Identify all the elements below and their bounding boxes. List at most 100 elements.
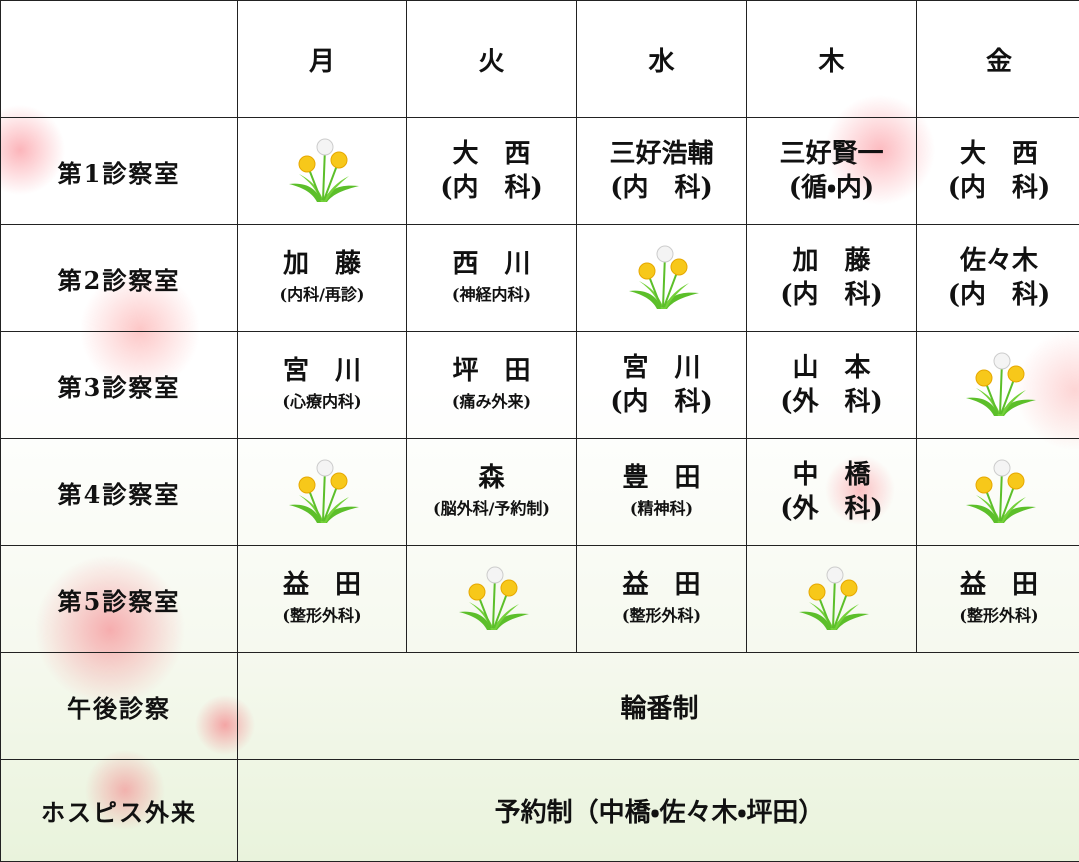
day-cell: 火 [407, 1, 577, 118]
doctor-name: 森 [407, 461, 576, 495]
department: (内 科) [747, 278, 916, 312]
department: (脳外科/予約制) [407, 495, 576, 523]
doctor-cell: 坪 田(痛み外来) [407, 332, 577, 439]
room-label: 第2診察室 [58, 266, 181, 295]
doctor-cell: 山 本(外 科) [747, 332, 917, 439]
day-label: 金 [986, 47, 1012, 77]
flower-icon [447, 562, 537, 632]
room-row: 第1診察室大 西(内 科)三好浩輔(内 科)三好賢一(循・内)大 西(内 科) [1, 118, 1079, 225]
hospice-row: ホスピス外来 予約制（中橋・佐々木・坪田） [1, 760, 1079, 862]
flower-icon [277, 455, 367, 525]
doctor-cell: 加 藤(内科/再診) [238, 225, 407, 332]
department: (循・内) [747, 171, 916, 205]
flower-icon [954, 348, 1044, 418]
department: (内 科) [917, 171, 1079, 205]
room-row: 第4診察室 森(脳外科/予約制)豊 田(精神科)中 橋(外 科) [1, 439, 1079, 546]
header-row: 月火水木金 [1, 1, 1079, 118]
doctor-cell: 大 西(内 科) [917, 118, 1079, 225]
room-row: 第2診察室加 藤(内科/再診)西 川(神経内科)加 藤(内 科)佐々木(内 科) [1, 225, 1079, 332]
doctor-name: 中 橋 [747, 458, 916, 492]
day-label: 木 [818, 47, 844, 77]
department: (精神科) [577, 495, 746, 523]
doctor-cell [577, 225, 747, 332]
department: (内 科) [917, 278, 1079, 312]
doctor-cell: 豊 田(精神科) [577, 439, 747, 546]
day-label: 水 [648, 47, 674, 77]
room-cell: 第5診察室 [1, 546, 238, 653]
afternoon-row: 午後診察 輪番制 [1, 653, 1079, 760]
room-label: 第1診察室 [58, 159, 181, 188]
room-row: 第5診察室益 田(整形外科)益 田(整形外科)益 田(整形外科) [1, 546, 1079, 653]
doctor-cell: 中 橋(外 科) [747, 439, 917, 546]
doctor-cell [917, 332, 1079, 439]
doctor-cell: 三好賢一(循・内) [747, 118, 917, 225]
room-label: 第4診察室 [58, 480, 181, 509]
row-label-cell: 午後診察 [1, 653, 238, 760]
doctor-cell: 森(脳外科/予約制) [407, 439, 577, 546]
room-cell: 第2診察室 [1, 225, 238, 332]
department: (内 科) [577, 385, 746, 419]
doctor-name: 益 田 [238, 568, 406, 602]
doctor-cell: 三好浩輔(内 科) [577, 118, 747, 225]
hospice-value: 予約制（中橋・佐々木・坪田） [495, 798, 825, 828]
doctor-cell: 益 田(整形外科) [917, 546, 1079, 653]
doctor-name: 益 田 [917, 568, 1079, 602]
department: (内 科) [407, 171, 576, 205]
room-row: 第3診察室宮 川(心療内科)坪 田(痛み外来)宮 川(内 科)山 本(外 科) [1, 332, 1079, 439]
doctor-name: 三好浩輔 [577, 137, 746, 171]
room-cell: 第3診察室 [1, 332, 238, 439]
room-cell: 第4診察室 [1, 439, 238, 546]
doctor-cell: 宮 川(心療内科) [238, 332, 407, 439]
flower-icon [954, 455, 1044, 525]
day-cell: 木 [747, 1, 917, 118]
doctor-cell: 益 田(整形外科) [577, 546, 747, 653]
doctor-name: 益 田 [577, 568, 746, 602]
day-cell: 金 [917, 1, 1079, 118]
doctor-cell: 西 川(神経内科) [407, 225, 577, 332]
doctor-cell: 宮 川(内 科) [577, 332, 747, 439]
day-cell: 水 [577, 1, 747, 118]
department: (内科/再診) [238, 281, 406, 309]
day-cell: 月 [238, 1, 407, 118]
department: (外 科) [747, 385, 916, 419]
doctor-name: 加 藤 [747, 244, 916, 278]
day-label: 火 [478, 47, 504, 77]
doctor-cell [238, 118, 407, 225]
doctor-cell: 大 西(内 科) [407, 118, 577, 225]
department: (神経内科) [407, 281, 576, 309]
flower-icon [277, 134, 367, 204]
doctor-name: 三好賢一 [747, 137, 916, 171]
row-label-cell: ホスピス外来 [1, 760, 238, 862]
doctor-name: 佐々木 [917, 244, 1079, 278]
doctor-name: 宮 川 [238, 354, 406, 388]
flower-icon [617, 241, 707, 311]
doctor-name: 西 川 [407, 247, 576, 281]
department: (整形外科) [238, 602, 406, 630]
doctor-name: 加 藤 [238, 247, 406, 281]
hospice-label: ホスピス外来 [41, 798, 197, 827]
doctor-name: 豊 田 [577, 461, 746, 495]
department: (整形外科) [917, 602, 1079, 630]
corner-cell [1, 1, 238, 118]
doctor-cell: 益 田(整形外科) [238, 546, 407, 653]
doctor-cell [407, 546, 577, 653]
doctor-name: 大 西 [407, 137, 576, 171]
afternoon-label: 午後診察 [67, 694, 171, 723]
department: (外 科) [747, 492, 916, 526]
room-cell: 第1診察室 [1, 118, 238, 225]
doctor-name: 大 西 [917, 137, 1079, 171]
day-label: 月 [309, 47, 335, 77]
department: (整形外科) [577, 602, 746, 630]
doctor-cell [747, 546, 917, 653]
row-value-cell: 予約制（中橋・佐々木・坪田） [238, 760, 1079, 862]
department: (内 科) [577, 171, 746, 205]
doctor-cell: 加 藤(内 科) [747, 225, 917, 332]
doctor-name: 宮 川 [577, 351, 746, 385]
doctor-cell [238, 439, 407, 546]
doctor-name: 坪 田 [407, 354, 576, 388]
row-value-cell: 輪番制 [238, 653, 1079, 760]
